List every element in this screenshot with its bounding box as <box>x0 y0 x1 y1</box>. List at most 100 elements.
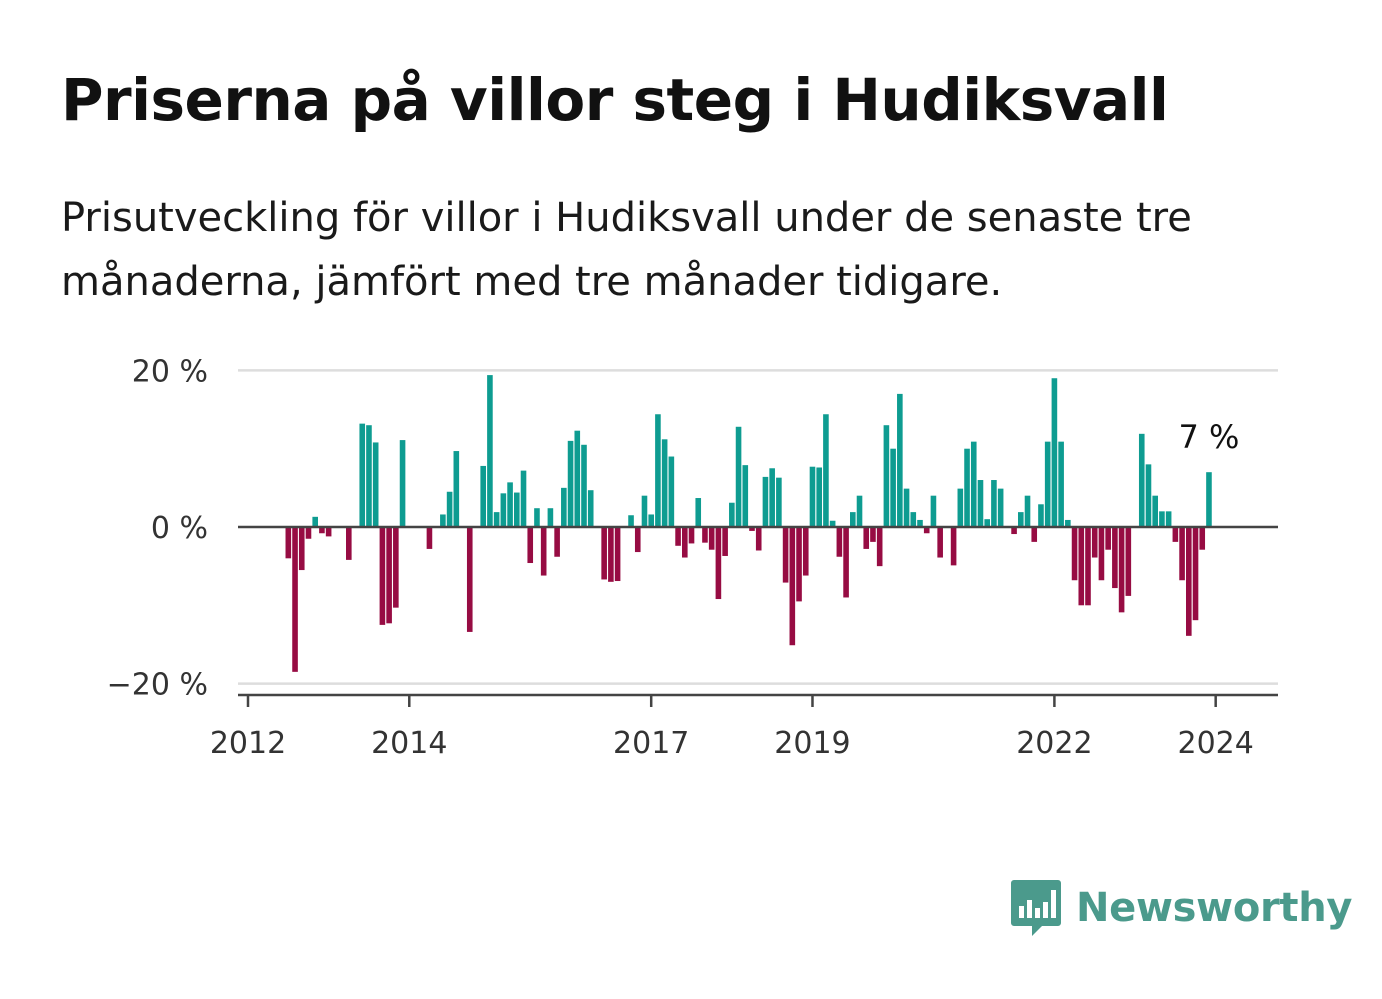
bar <box>729 502 735 527</box>
bar <box>930 495 937 527</box>
bar <box>298 527 305 571</box>
bar <box>910 512 917 527</box>
bar <box>399 440 406 527</box>
bar <box>917 519 923 527</box>
bar <box>359 423 366 527</box>
bar <box>500 493 507 527</box>
bar <box>1172 527 1179 542</box>
bar <box>1159 511 1165 527</box>
bar <box>923 527 930 534</box>
bar <box>776 477 782 527</box>
bar <box>1091 527 1098 558</box>
bar <box>614 527 621 582</box>
bar <box>1038 504 1044 527</box>
bar <box>695 498 702 527</box>
bar <box>574 430 581 527</box>
bar <box>480 465 486 527</box>
bar <box>1044 441 1051 527</box>
axes <box>238 525 1278 707</box>
bar <box>789 527 796 646</box>
bar-series <box>285 375 1212 672</box>
bar <box>372 442 379 527</box>
chart-title: Priserna på villor steg i Hudiksvall <box>61 66 1169 134</box>
bar <box>782 527 789 583</box>
bar <box>440 514 446 527</box>
bar <box>742 465 749 527</box>
bar <box>897 393 903 527</box>
bar <box>843 527 849 598</box>
bar <box>1024 495 1031 527</box>
bar <box>1031 527 1038 542</box>
brand-name: Newsworthy <box>1076 885 1353 931</box>
bar <box>870 527 876 542</box>
bar <box>561 487 567 527</box>
grid-lines <box>238 369 1278 685</box>
bar <box>1145 464 1152 527</box>
bar <box>285 527 292 559</box>
bar <box>426 527 433 549</box>
bar <box>836 527 843 557</box>
bar <box>507 482 513 527</box>
bar <box>1112 527 1118 589</box>
x-tick-label: 2012 <box>210 726 286 761</box>
bar <box>863 527 870 549</box>
bar <box>977 480 984 527</box>
bar <box>520 470 527 527</box>
bar <box>608 527 614 582</box>
bar <box>581 444 587 527</box>
bar <box>735 426 742 527</box>
bar <box>802 527 809 576</box>
bar <box>379 527 386 625</box>
bar <box>554 527 560 557</box>
bar <box>668 456 675 527</box>
bar <box>346 527 352 560</box>
x-tick-label: 2014 <box>371 726 447 761</box>
bar <box>1078 527 1085 606</box>
bar <box>1192 527 1199 621</box>
bar <box>1018 512 1024 527</box>
last-value-label: 7 % <box>1178 418 1239 456</box>
bar <box>648 514 654 527</box>
bar <box>950 527 957 566</box>
bar <box>634 527 641 553</box>
bar <box>547 508 554 527</box>
bar <box>903 488 910 527</box>
bar <box>1098 527 1105 581</box>
bar <box>641 495 648 527</box>
bar <box>1199 527 1206 550</box>
bar <box>688 527 695 544</box>
bar <box>655 414 661 527</box>
bar <box>876 527 883 567</box>
bar <box>964 448 970 527</box>
bar <box>587 490 594 527</box>
x-tick-label: 2017 <box>613 726 689 761</box>
bar <box>466 527 473 632</box>
bar <box>366 425 372 527</box>
bar-chart-speech-bubble-icon <box>1011 880 1061 936</box>
chart-subtitle: Prisutveckling för villor i Hudiksvall u… <box>61 195 1192 305</box>
bar <box>312 516 318 527</box>
bar <box>527 527 534 564</box>
bar <box>850 512 856 527</box>
bar <box>325 527 332 537</box>
bar <box>856 495 863 527</box>
bar <box>628 515 634 527</box>
x-tick-label: 2022 <box>1016 726 1092 761</box>
bar <box>567 440 574 527</box>
y-tick-label: 0 % <box>151 511 208 546</box>
bar <box>1051 378 1058 527</box>
bar <box>997 488 1004 527</box>
bar <box>702 527 708 543</box>
x-tick-label: 2024 <box>1178 726 1254 761</box>
bar <box>675 527 681 546</box>
bar <box>823 414 829 527</box>
bar <box>970 441 977 527</box>
bar <box>393 527 399 608</box>
bar <box>809 466 816 527</box>
bar <box>1058 441 1064 527</box>
bar <box>540 527 547 576</box>
bar <box>487 375 493 527</box>
bar <box>937 527 943 558</box>
bar <box>1125 527 1132 596</box>
